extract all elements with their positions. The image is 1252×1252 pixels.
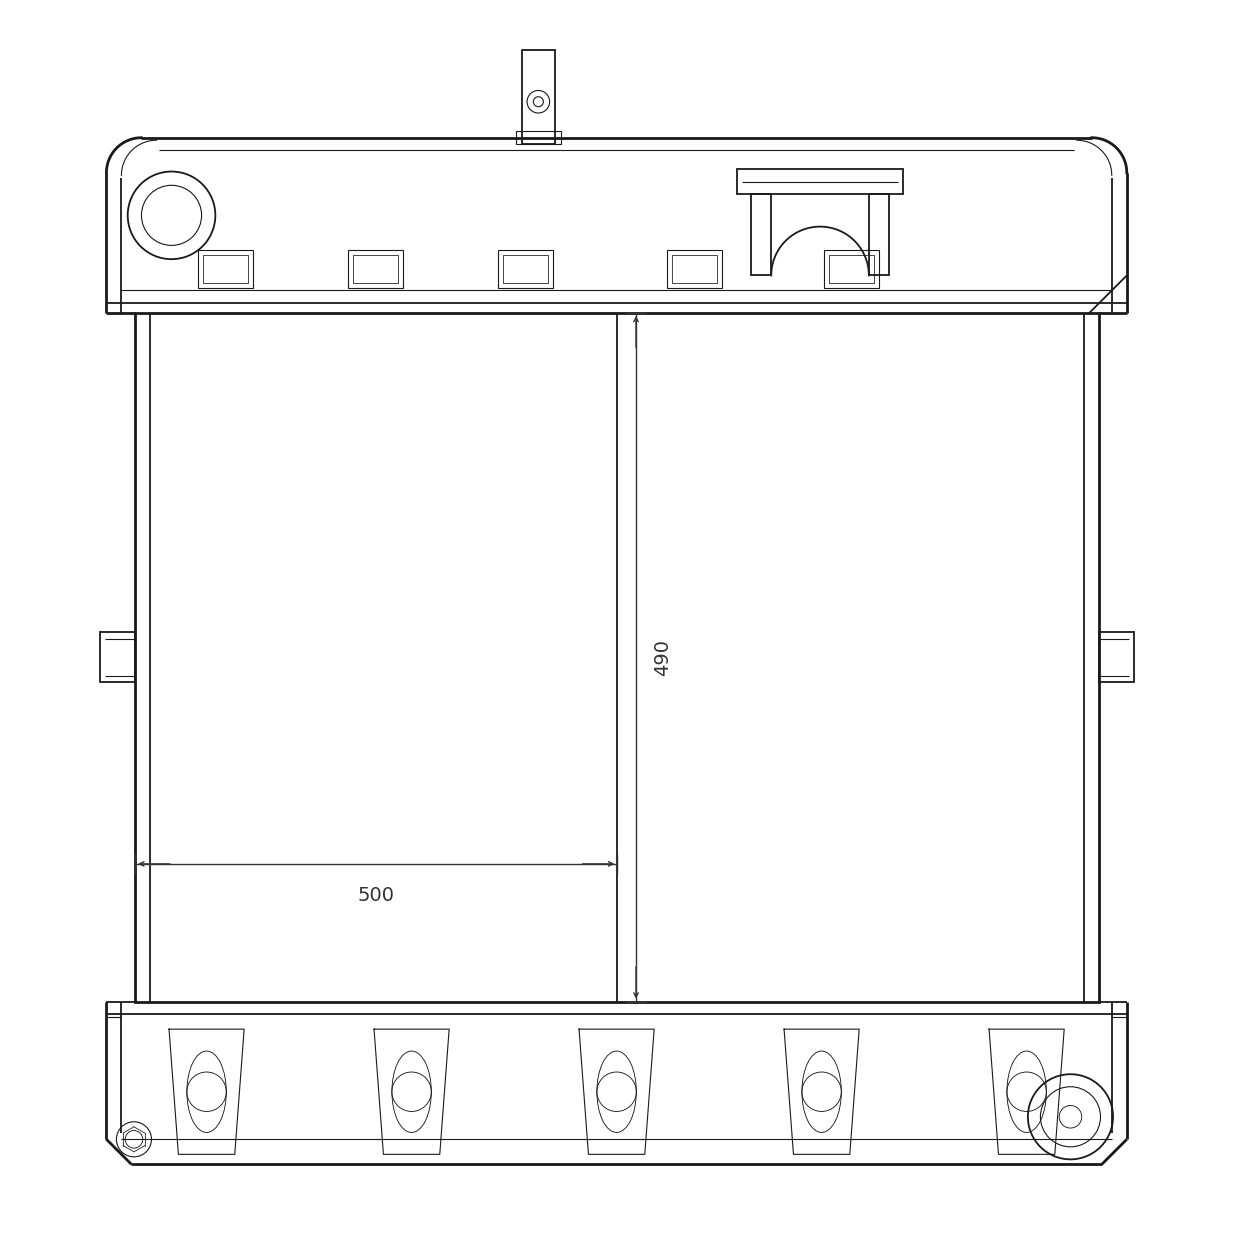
Bar (135, 313, 1099, 1002)
Bar (522, 50, 555, 144)
Bar (198, 250, 253, 288)
Text: 490: 490 (654, 639, 672, 676)
Text: 500: 500 (358, 886, 394, 905)
Bar (751, 194, 771, 275)
Bar (516, 131, 561, 144)
Bar (498, 250, 553, 288)
Bar (737, 169, 903, 194)
Bar (829, 255, 874, 283)
Bar (1099, 632, 1134, 682)
Bar (353, 255, 398, 283)
Bar (667, 250, 722, 288)
Bar (824, 250, 879, 288)
Bar (503, 255, 548, 283)
Bar (100, 632, 135, 682)
Bar (672, 255, 717, 283)
Bar (348, 250, 403, 288)
Bar (203, 255, 248, 283)
Bar (869, 194, 889, 275)
